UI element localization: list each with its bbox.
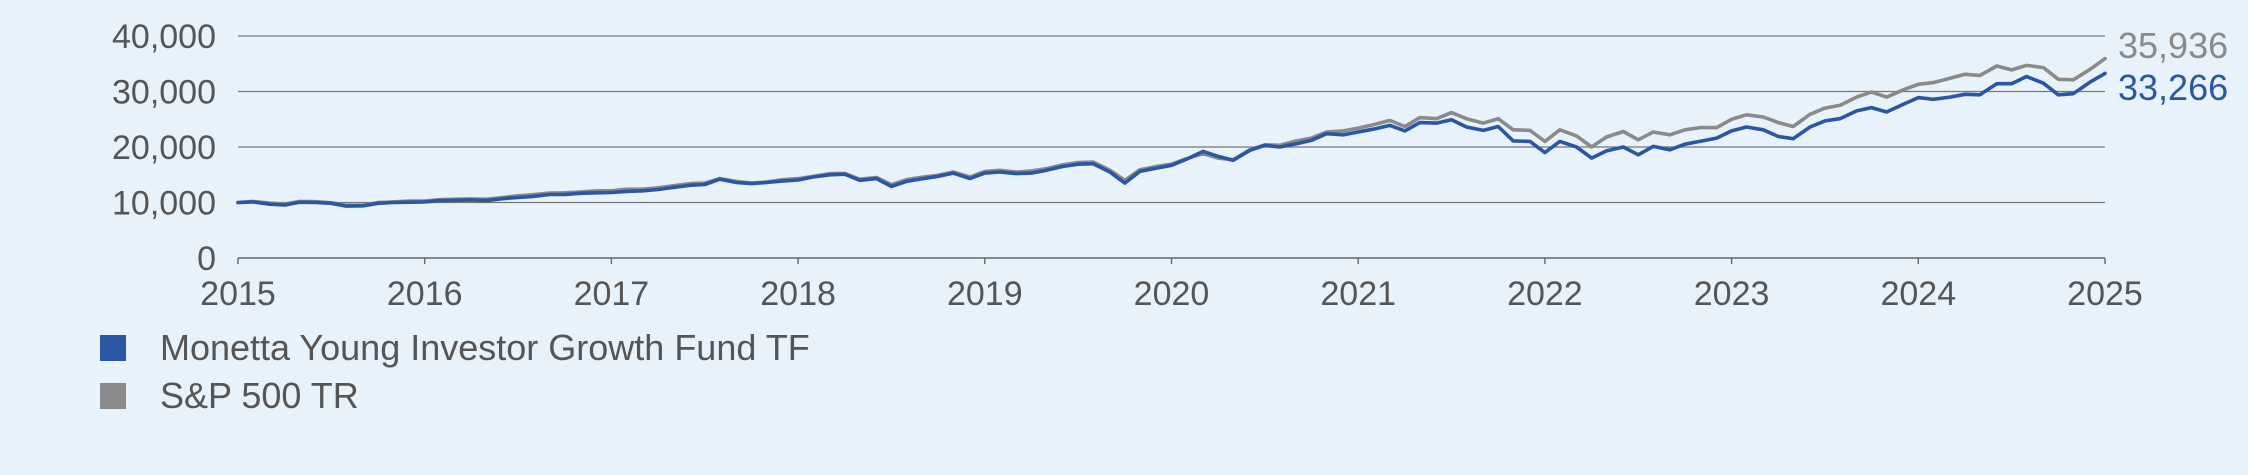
x-tick-label: 2020 [1134,275,1210,313]
legend-swatch [100,335,126,361]
x-tick-label: 2015 [200,275,276,313]
fund-series-line [236,71,2107,208]
y-tick-label: 30,000 [112,74,216,112]
x-tick-label: 2021 [1320,275,1396,313]
fund-end-value-label: 33,266 [2118,67,2228,108]
x-tick-label: 2019 [947,275,1023,313]
legend: Monetta Young Investor Growth Fund TF S&P… [100,327,810,416]
legend-label: Monetta Young Investor Growth Fund TF [160,327,810,368]
legend-swatch [100,383,126,409]
x-tick-label: 2018 [760,275,836,313]
gridlines [238,35,2105,259]
y-tick-label: 0 [197,240,216,278]
y-tick-label: 20,000 [112,129,216,167]
y-tick-label: 10,000 [112,185,216,223]
y-axis-ticks: 0 10,000 20,000 30,000 40,000 [112,18,216,278]
series-lines [236,56,2107,208]
x-tick-label: 2017 [574,275,650,313]
x-tick-label: 2024 [1880,275,1956,313]
x-tick-label: 2023 [1694,275,1770,313]
sp500-end-value-label: 35,936 [2118,25,2228,66]
legend-label: S&P 500 TR [160,375,359,416]
x-tick-label: 2016 [387,275,463,313]
y-tick-label: 40,000 [112,18,216,56]
x-tick-label: 2022 [1507,275,1583,313]
sp500-series-line [236,56,2107,208]
x-tick-label: 2025 [2067,275,2143,313]
x-axis-ticks: 2015 2016 2017 2018 2019 2020 2021 2022 2023 2024… [200,258,2143,313]
